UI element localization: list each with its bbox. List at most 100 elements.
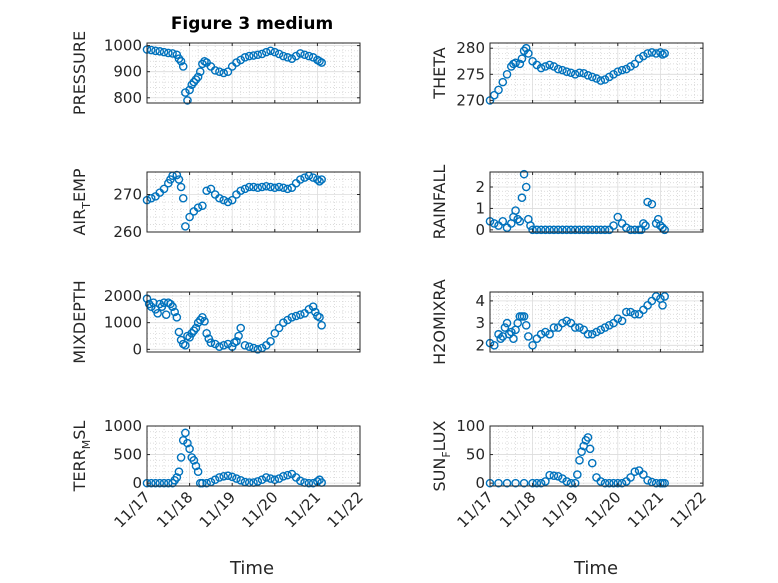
- data-point: [191, 323, 201, 333]
- data-point: [613, 67, 623, 76]
- x-tick-label: 11/17: [111, 488, 154, 531]
- data-point: [155, 47, 165, 56]
- data-point: [274, 49, 284, 59]
- data-point: [287, 183, 297, 193]
- data-point: [253, 345, 263, 354]
- data-point: [545, 470, 554, 480]
- data-point: [613, 478, 623, 488]
- x-tick-label: 11/20: [238, 488, 281, 531]
- y-tick-label: 900: [113, 63, 142, 81]
- data-point: [577, 447, 586, 457]
- data-point: [283, 184, 292, 194]
- data-point: [651, 219, 661, 228]
- data-point: [183, 96, 192, 105]
- y-tick-label: 0: [475, 221, 485, 239]
- axes-box: [146, 291, 361, 353]
- y-axis-label-tail: SL: [70, 421, 89, 440]
- data-point: [232, 58, 241, 67]
- data-point: [502, 478, 512, 488]
- data-point: [315, 177, 324, 186]
- data-point: [613, 314, 623, 323]
- data-point: [553, 64, 563, 74]
- data-point: [279, 471, 288, 481]
- data-point: [249, 51, 258, 60]
- axes-box: [146, 171, 361, 233]
- data-point: [174, 175, 184, 184]
- axes-box: [489, 171, 704, 233]
- data-point: [532, 334, 542, 343]
- data-point: [609, 318, 618, 328]
- data-point: [151, 478, 160, 488]
- data-point: [596, 325, 606, 335]
- data-point: [304, 51, 314, 61]
- x-tick-label: 11/22: [667, 488, 710, 531]
- data-point: [562, 316, 571, 326]
- data-point: [536, 225, 546, 235]
- axes-box: [489, 425, 704, 487]
- y-tick-label: 100: [456, 417, 485, 435]
- data-point: [266, 46, 275, 56]
- data-point: [223, 197, 233, 207]
- data-point: [198, 59, 207, 69]
- y-tick-label: 3: [475, 314, 485, 332]
- data-point: [596, 76, 606, 85]
- data-point: [562, 67, 571, 76]
- data-point: [660, 478, 669, 488]
- data-point: [283, 315, 292, 325]
- data-point: [296, 175, 305, 184]
- data-point: [647, 48, 657, 57]
- data-point: [174, 327, 184, 337]
- data-point: [206, 184, 216, 194]
- data-point: [617, 478, 627, 488]
- y-axis-label: PRESSURE: [70, 31, 89, 115]
- data-point: [630, 59, 640, 69]
- data-point: [566, 318, 576, 328]
- data-point: [189, 77, 199, 87]
- data-point: [643, 197, 652, 207]
- data-point: [549, 62, 559, 71]
- data-point: [170, 307, 179, 317]
- data-point: [159, 47, 169, 57]
- data-point: [253, 183, 263, 193]
- data-point: [174, 467, 184, 477]
- data-point: [545, 225, 554, 235]
- data-point: [517, 54, 527, 63]
- data-point: [266, 182, 275, 192]
- data-point: [270, 329, 280, 338]
- x-tick-label: 11/18: [153, 488, 196, 531]
- data-point: [146, 45, 156, 55]
- data-point: [570, 478, 580, 488]
- data-point: [558, 318, 567, 328]
- data-point: [185, 212, 194, 222]
- y-tick-label: 1000: [104, 314, 142, 332]
- y-tick-label: 270: [113, 186, 142, 204]
- subplot-4: 0 1 2 RAINFALL: [430, 165, 704, 239]
- data-point: [257, 475, 267, 485]
- data-point: [283, 53, 292, 62]
- data-point: [521, 321, 531, 330]
- data-point: [613, 212, 623, 222]
- data-point: [600, 478, 610, 488]
- data-point: [575, 455, 584, 465]
- data-point: [223, 67, 233, 76]
- figure-title: Figure 3 medium: [171, 14, 333, 34]
- data-point: [541, 225, 550, 235]
- data-point: [159, 184, 169, 194]
- x-tick-label: 11/18: [496, 488, 539, 531]
- data-point: [579, 225, 589, 235]
- data-point: [502, 223, 512, 233]
- data-point: [291, 51, 301, 61]
- x-tick-label: 11/17: [454, 488, 497, 531]
- data-point: [532, 225, 542, 235]
- axes-box: [489, 291, 704, 353]
- data-point: [643, 301, 652, 310]
- data-point: [600, 323, 610, 332]
- data-point: [181, 428, 190, 438]
- data-point: [587, 329, 597, 339]
- data-point: [317, 321, 326, 330]
- data-point: [643, 475, 652, 485]
- axes-box: [146, 425, 361, 487]
- data-point: [244, 182, 254, 192]
- data-point: [313, 175, 322, 184]
- data-point: [287, 54, 297, 63]
